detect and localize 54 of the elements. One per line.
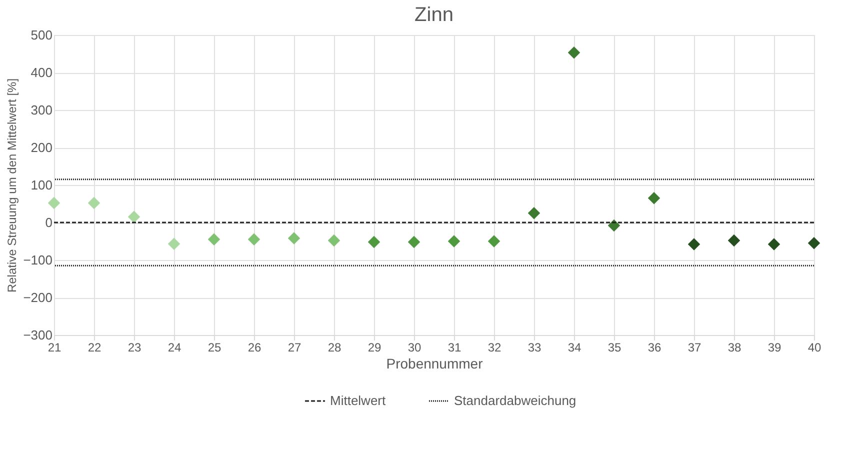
x-tick-label: 37 [688, 340, 702, 354]
y-tick-label: −200 [23, 290, 52, 305]
point [208, 233, 220, 246]
legend-label: Standardabweichung [454, 393, 576, 408]
x-axis-title: Probennummer [386, 356, 484, 372]
point [608, 219, 620, 232]
x-tick-label: 22 [88, 340, 102, 354]
point [288, 232, 300, 244]
point [488, 235, 500, 248]
x-tick-label: 39 [768, 340, 782, 354]
x-tick-label: 31 [448, 340, 462, 354]
x-tick-label: 29 [368, 340, 382, 354]
y-tick-label: −100 [23, 252, 52, 268]
y-tick-label: 0 [45, 215, 52, 230]
x-tick-label: 32 [488, 340, 502, 354]
x-tick-label: 25 [208, 340, 222, 354]
point [168, 238, 180, 250]
y-tick-label: 400 [30, 65, 52, 80]
point [808, 237, 820, 250]
y-axis-title: Relative Streuung um den Mittelwert [%] [5, 78, 20, 293]
point [448, 235, 460, 248]
point [248, 233, 260, 246]
point [328, 234, 340, 247]
y-tick-label: 100 [30, 178, 52, 192]
x-tick-label: 38 [728, 340, 742, 354]
y-tick-label: 200 [30, 140, 52, 155]
x-tick-label: 33 [528, 340, 542, 354]
x-tick-label: 28 [328, 340, 342, 354]
x-tick-label: 21 [48, 340, 62, 354]
y-tick-label: 500 [30, 28, 52, 42]
x-tick-label: 26 [248, 340, 262, 354]
point [128, 210, 140, 223]
x-tick-label: 35 [608, 340, 622, 354]
x-tick-label: 36 [648, 340, 662, 354]
point [768, 238, 780, 250]
x-tick-label: 23 [128, 340, 142, 354]
point [48, 196, 60, 210]
x-tick-label: 40 [808, 340, 822, 354]
point [368, 236, 380, 248]
x-tick-label: 27 [288, 340, 302, 354]
point [408, 236, 420, 248]
chart-title: Zinn [414, 4, 454, 26]
point [88, 196, 100, 210]
point [728, 234, 740, 247]
legend-label: Mittelwert [330, 393, 386, 408]
x-tick-label: 24 [168, 340, 182, 354]
y-tick-label: 300 [30, 102, 52, 118]
point [648, 192, 660, 204]
x-tick-label: 30 [408, 340, 422, 354]
point [688, 238, 700, 250]
point [528, 207, 540, 220]
point [568, 46, 580, 59]
y-tick-label: −300 [23, 328, 52, 342]
x-tick-label: 34 [568, 340, 582, 354]
